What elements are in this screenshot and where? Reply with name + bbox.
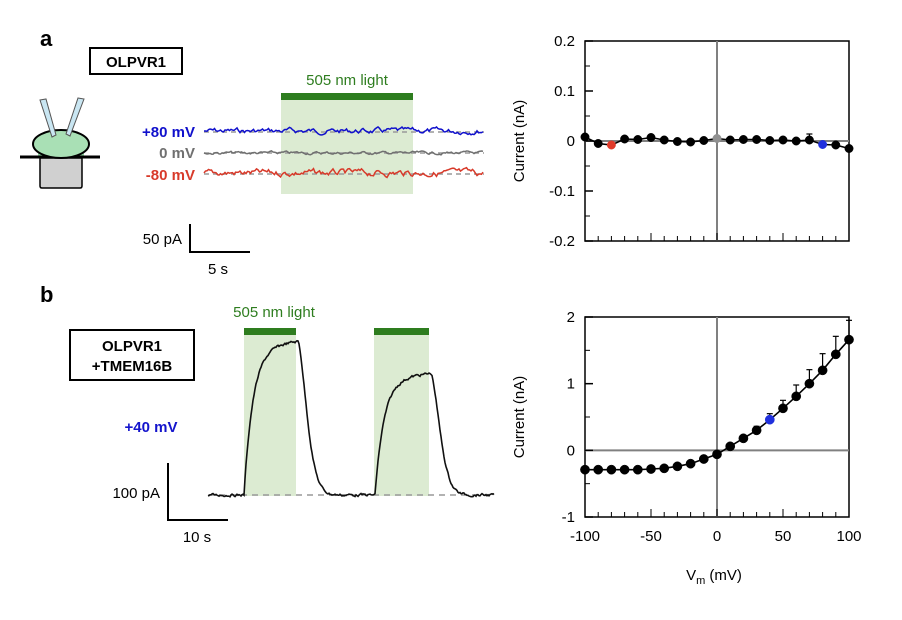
data-point — [580, 132, 590, 142]
data-point — [751, 425, 762, 436]
data-point — [698, 454, 709, 464]
panel-a-light-bar — [281, 93, 413, 100]
xtick-label: -100 — [570, 528, 600, 545]
data-point — [764, 414, 775, 425]
trace-label-pos80: +80 mV — [142, 124, 195, 141]
data-point — [593, 464, 604, 475]
panel-b-scalebar-x-label: 10 s — [183, 529, 211, 546]
panel-a-letter: a — [40, 26, 53, 51]
data-point — [646, 133, 656, 142]
chart-b-ylabel: Current (nA) — [511, 376, 528, 459]
xtick-label: 100 — [836, 528, 861, 545]
trace-neg80 — [203, 166, 484, 179]
data-point — [659, 463, 670, 474]
chart-a-ylabel: Current (nA) — [511, 100, 528, 183]
data-point — [699, 136, 709, 145]
data-point — [738, 135, 748, 144]
data-point — [606, 140, 616, 150]
data-point — [831, 140, 841, 150]
data-point — [804, 378, 815, 389]
ytick-label: 2 — [567, 309, 575, 326]
panel-a-construct-label: OLPVR1 — [106, 54, 166, 71]
data-point — [738, 433, 749, 444]
ytick-label: 1 — [567, 376, 575, 393]
panel-b-light-shade-1 — [244, 332, 296, 496]
panel-b-light-shade-2 — [374, 332, 429, 496]
panel-a-construct-box — [89, 47, 183, 75]
chart-b-xlabel-sub: m — [696, 575, 705, 587]
ytick-label: -0.2 — [549, 233, 575, 250]
chart-b-xlabel-main: V — [686, 567, 696, 584]
data-point — [593, 139, 603, 148]
data-point — [619, 464, 630, 475]
data-point — [672, 461, 683, 472]
panel-b-letter: b — [40, 282, 53, 307]
panel-a-light-shade — [281, 96, 413, 194]
ytick-label: 0.1 — [554, 83, 575, 100]
data-point — [633, 135, 643, 144]
chart-b-xlabel-unit: (mV) — [705, 567, 742, 584]
data-point — [725, 441, 736, 452]
panel-b-scalebar — [167, 463, 228, 521]
data-point — [791, 136, 801, 146]
chart-b: 2 1 0 -1 -100 -50 0 50 100 — [562, 309, 862, 545]
data-point — [752, 135, 762, 144]
panel-a-light-label: 505 nm light — [306, 72, 389, 89]
data-point — [632, 464, 643, 475]
panel-b-construct-box — [69, 329, 195, 381]
chart-a: 0.2 0.1 0 -0.1 -0.2 — [549, 33, 854, 250]
data-point — [818, 140, 828, 149]
data-point — [685, 458, 696, 469]
data-point — [659, 135, 669, 145]
panel-a-scalebar-x-label: 5 s — [208, 261, 228, 278]
data-point — [725, 135, 735, 145]
panel-a-scalebar — [189, 224, 250, 253]
data-point — [580, 464, 590, 475]
ytick-label: 0 — [567, 133, 575, 150]
data-point — [672, 137, 682, 146]
data-point — [620, 134, 630, 144]
panel-b-trace — [207, 339, 495, 498]
panel-a-scalebar-y-label: 50 pA — [143, 231, 182, 248]
data-point — [712, 449, 722, 460]
data-point — [606, 464, 617, 475]
data-point — [804, 135, 814, 145]
trace-label-neg80: -80 mV — [146, 167, 195, 184]
trace-label-0: 0 mV — [159, 145, 195, 162]
trace-pos80 — [203, 125, 484, 136]
data-point — [817, 365, 828, 376]
panel-b-light-bar-2 — [374, 328, 429, 335]
xtick-label: 50 — [775, 528, 792, 545]
panel-b-construct-label-1: OLPVR1 — [102, 338, 162, 355]
data-point — [686, 137, 696, 147]
trace-0 — [203, 150, 484, 156]
xtick-label: -50 — [640, 528, 662, 545]
chart-b-xlabel: Vm (mV) — [686, 567, 742, 587]
data-point — [791, 391, 802, 402]
patch-clamp-illustration-icon — [20, 97, 100, 189]
panel-b-light-label: 505 nm light — [233, 304, 316, 321]
data-point — [778, 135, 788, 145]
data-point — [646, 464, 656, 474]
data-point — [830, 349, 841, 360]
panel-b-light-bar-1 — [244, 328, 296, 335]
panel-b-construct-label-2: +TMEM16B — [92, 358, 173, 375]
ytick-label: 0.2 — [554, 33, 575, 50]
ytick-label: -1 — [562, 509, 575, 526]
ytick-label: 0 — [567, 442, 575, 459]
panel-b-voltage-label: +40 mV — [125, 419, 178, 436]
ytick-label: -0.1 — [549, 183, 575, 200]
panel-b-scalebar-y-label: 100 pA — [112, 485, 160, 502]
data-point — [778, 403, 788, 414]
data-point — [844, 144, 854, 153]
data-point — [844, 334, 854, 345]
xtick-label: 0 — [713, 528, 721, 545]
data-point — [765, 136, 775, 145]
data-point — [712, 134, 722, 143]
